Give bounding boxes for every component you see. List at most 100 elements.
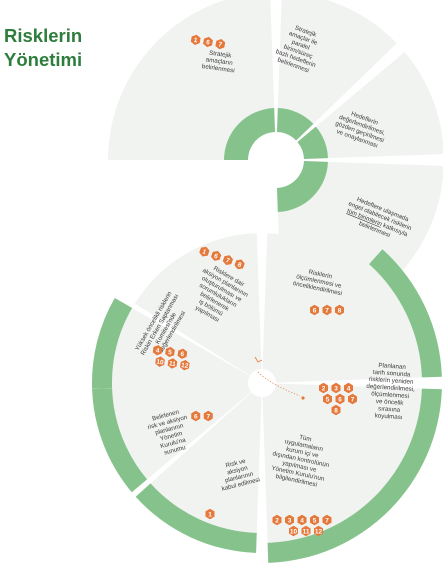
segment-yuksek-oncelik-panel (92, 298, 250, 389)
badge-7: 7 (322, 304, 332, 316)
badge-6: 6 (203, 36, 213, 48)
svg-text:3: 3 (334, 385, 338, 392)
segment-yeniden-degerlendirme-line: ve öncelik (376, 398, 405, 407)
svg-text:7: 7 (325, 517, 329, 524)
segment-stratejik-hedefler-ring (276, 108, 314, 141)
svg-text:10: 10 (290, 528, 298, 535)
segment-yeniden-degerlendirme-line: tarih sonunda (373, 369, 411, 379)
badge-12: 12 (179, 360, 190, 371)
svg-text:4: 4 (347, 385, 351, 392)
segment-yeniden-degerlendirme-line: risklerin yeniden (369, 376, 415, 386)
badge-5: 5 (165, 346, 175, 358)
svg-text:6: 6 (313, 307, 317, 314)
segment-hedef-onay-ring (297, 126, 328, 160)
segment-risk-olcum-line: Risklerin (308, 269, 333, 281)
badge-6: 6 (335, 393, 345, 405)
badge-7: 7 (215, 39, 226, 50)
segment-yuksek-oncelik-ring (92, 298, 133, 389)
segment-kabul-ring (135, 483, 257, 553)
segment-stratejik-amaclar-line: amaçların (205, 56, 233, 67)
segment-yeniden-degerlendirme-line: Planlanan (378, 362, 407, 371)
svg-text:6: 6 (213, 253, 219, 261)
segment-ic-kontrol-ring (267, 388, 442, 563)
badge-6: 6 (310, 304, 319, 316)
svg-text:6: 6 (205, 39, 210, 47)
badge-7: 7 (348, 393, 357, 405)
badge-11: 11 (167, 358, 178, 369)
svg-text:8: 8 (338, 307, 342, 314)
badge-8: 8 (331, 404, 341, 416)
segment-kabul-line: Risk ve (225, 458, 247, 470)
segment-stratejik-hedefler-panel (276, 0, 397, 141)
segment-hedef-onay-panel (297, 52, 443, 160)
segment-ic-kontrol-line: Tüm (299, 434, 313, 443)
badge-11: 11 (301, 525, 311, 537)
badge-7: 7 (222, 255, 233, 266)
segment-aksiyon-plan-shape (134, 233, 262, 376)
badge-2: 2 (272, 514, 282, 526)
badge-10: 10 (289, 525, 298, 537)
segment-yuksek-oncelik-badges: 4 5 6 10 11 12 (152, 345, 190, 371)
segment-stratejik-amaclar-line: Stratejik (209, 49, 233, 59)
segment-stratejik-hedefler-shape (276, 0, 397, 141)
segment-yeniden-degerlendirme-line: ölçümlenmesi (371, 390, 409, 400)
badge-1: 1 (190, 34, 201, 45)
segment-yeniden-degerlendirme-ring (369, 249, 442, 378)
badge-7: 7 (322, 514, 332, 526)
svg-text:6: 6 (338, 396, 342, 403)
segment-hedef-onay-shape (297, 52, 443, 160)
segment-stratejik-amaclar-panel (108, 0, 276, 160)
svg-text:1: 1 (201, 248, 207, 256)
segment-ic-kontrol-shape (262, 383, 442, 563)
segment-ic-kontrol-panel (262, 383, 442, 563)
title-line-1: Risklerin (4, 25, 83, 46)
badge-1: 1 (199, 246, 210, 257)
segment-kabul-shape (135, 392, 262, 553)
badge-2: 2 (319, 382, 328, 394)
title-line-2: Yönetimi (4, 49, 83, 70)
badge-8: 8 (335, 304, 344, 316)
segment-yeniden-degerlendirme-shape (271, 249, 442, 383)
segment-kabul-badges: 1 (205, 508, 215, 520)
svg-text:5: 5 (313, 517, 317, 524)
badge-3: 3 (331, 382, 341, 394)
badge-10: 10 (155, 356, 165, 367)
svg-text:6: 6 (180, 351, 185, 358)
badge-1: 1 (205, 508, 215, 520)
segment-yeniden-degerlendirme-badges: 2 3 4 5 6 7 8 (319, 382, 357, 416)
svg-text:7: 7 (351, 396, 355, 403)
svg-text:7: 7 (218, 41, 223, 49)
svg-text:12: 12 (315, 528, 323, 535)
segment-yk-sunum-shape (92, 383, 252, 493)
svg-text:6: 6 (194, 413, 198, 420)
segment-yeniden-degerlendirme-line: sırasına (378, 405, 401, 414)
badge-6: 6 (177, 348, 188, 359)
svg-text:7: 7 (325, 307, 329, 314)
svg-text:7: 7 (206, 413, 210, 420)
badge-7: 7 (203, 410, 213, 422)
segment-yeniden-degerlendirme-line: değerlendirilmesi, (366, 383, 415, 393)
svg-text:12: 12 (181, 362, 190, 370)
svg-text:8: 8 (236, 261, 242, 269)
segment-stratejik-amaclar-ring (224, 108, 276, 160)
segment-yk-sunum-ring (92, 388, 148, 493)
segment-risk-olcum-badges: 6 7 8 (310, 304, 344, 316)
svg-text:2: 2 (275, 517, 279, 524)
svg-text:11: 11 (303, 528, 310, 535)
svg-text:3: 3 (288, 517, 292, 524)
segment-aksiyon-plan-panel (134, 233, 262, 376)
segment-yeniden-degerlendirme-line: koyulması (374, 412, 403, 421)
segment-stratejik-amaclar-line: belirlenmesi (201, 63, 235, 75)
svg-text:2: 2 (322, 385, 326, 392)
svg-text:1: 1 (193, 37, 198, 45)
segment-risk-belirleme-ring (276, 160, 328, 212)
badge-4: 4 (297, 514, 307, 526)
